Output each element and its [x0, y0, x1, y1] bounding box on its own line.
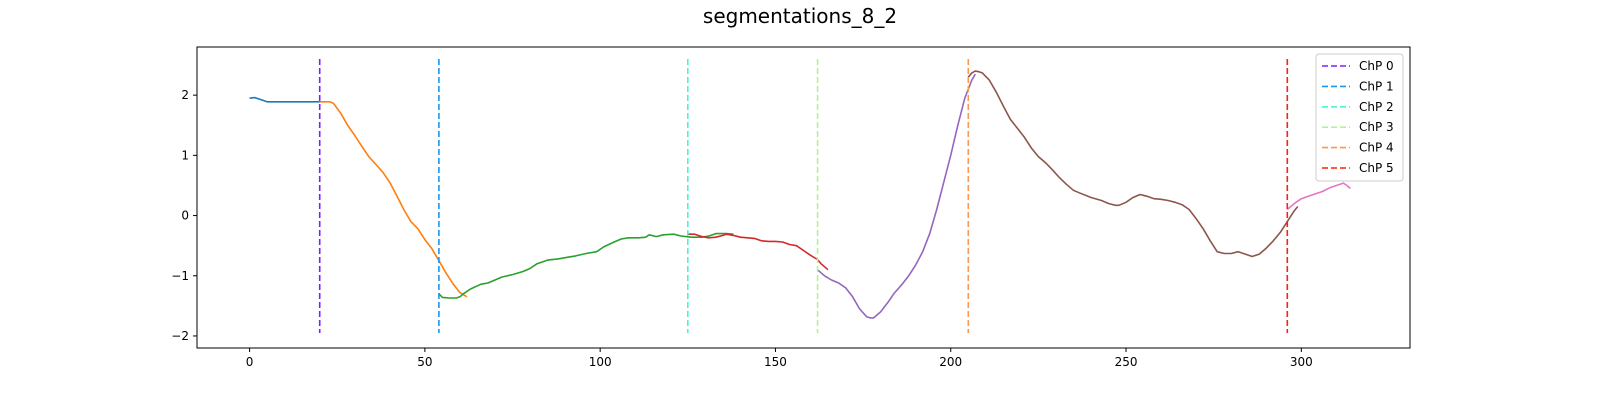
axes-frame — [196, 46, 1411, 349]
series-line-segment-0 — [249, 96, 320, 103]
legend-label-1: ChP 1 — [1359, 79, 1394, 93]
legend-label-0: ChP 0 — [1359, 59, 1394, 73]
x-tick-label: 100 — [589, 355, 612, 369]
y-tick-label: 2 — [181, 88, 189, 102]
legend-label-5: ChP 5 — [1359, 161, 1394, 175]
legend: ChP 0 ChP 1 ChP 2 ChP 3 ChP 4 ChP 5 — [1315, 53, 1404, 182]
x-tick-label: 50 — [417, 355, 432, 369]
y-tick-label: 0 — [181, 209, 189, 223]
y-tick-label: −2 — [171, 329, 189, 343]
changepoints-layer — [318, 59, 1289, 333]
x-tick-label: 300 — [1290, 355, 1313, 369]
x-tick-label: 250 — [1115, 355, 1138, 369]
y-tick-label: −1 — [171, 269, 189, 283]
legend-label-4: ChP 4 — [1359, 141, 1394, 155]
series-line-segment-5 — [967, 70, 1299, 258]
legend-box — [1315, 53, 1404, 182]
series-line-segment-2 — [438, 232, 734, 299]
ticks-layer: 0 50 100 150 200 250 300 −2 −1 0 1 2 — [171, 88, 1312, 369]
x-tick-label: 0 — [246, 355, 254, 369]
x-tick-label: 200 — [939, 355, 962, 369]
series-line-segment-6 — [1286, 182, 1351, 211]
legend-label-2: ChP 2 — [1359, 100, 1394, 114]
series-line-segment-3 — [687, 233, 829, 271]
y-tick-label: 1 — [181, 148, 189, 162]
chart-title: segmentations_8_2 — [702, 4, 898, 28]
legend-label-3: ChP 3 — [1359, 120, 1394, 134]
series-line-segment-1 — [319, 101, 468, 298]
x-tick-label: 150 — [764, 355, 787, 369]
series-line-segment-4 — [816, 73, 976, 319]
lines-layer — [249, 70, 1351, 319]
